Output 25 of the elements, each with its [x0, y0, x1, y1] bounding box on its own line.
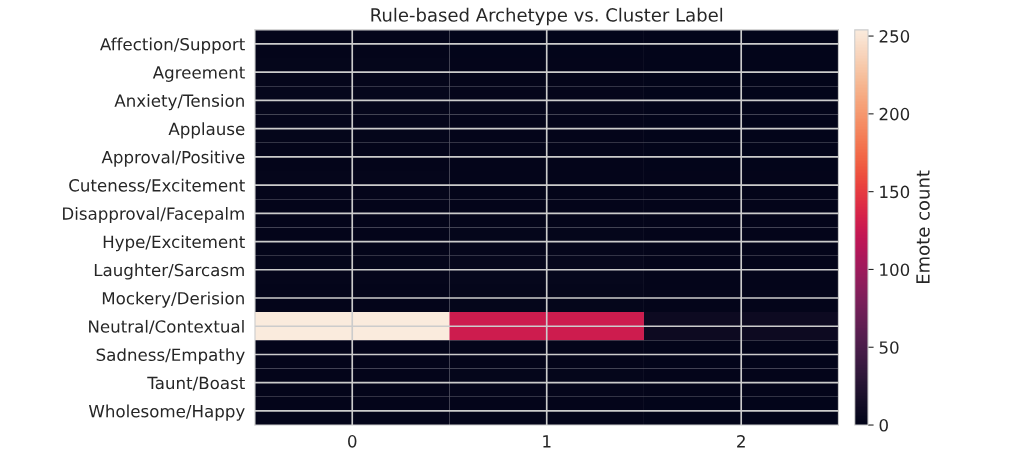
y-tick-label: Neutral/Contextual — [89, 319, 244, 335]
chart-title: Rule-based Archetype vs. Cluster Label — [371, 7, 723, 26]
x-tick-label: 1 — [543, 435, 551, 448]
color-bar-label: 50 — [879, 341, 899, 354]
color-bar-title: Emote count — [916, 170, 930, 284]
y-tick-label: Anxiety/Tension — [114, 94, 244, 111]
x-tick-label: 0 — [348, 435, 357, 448]
y-tick-label: Taunt/Boast — [147, 376, 245, 391]
color-bar-label: 250 — [879, 30, 910, 43]
color-bar-label: 0 — [879, 419, 888, 432]
y-tick-label: Sadness/Empathy — [96, 348, 245, 365]
x-tick-label: 2 — [737, 435, 745, 448]
y-tick-label: Cuteness/Excitement — [69, 178, 245, 193]
color-bar-label: 200 — [879, 107, 910, 121]
y-tick-label: Disapproval/Facepalm — [63, 206, 244, 224]
y-tick-label: Mockery/Derision — [102, 291, 244, 308]
y-tick-label: Agreement — [152, 66, 245, 82]
y-tick-label: Hype/Excitement — [103, 235, 245, 252]
color-bar-label: 150 — [880, 185, 910, 199]
y-tick-label: Wholesome/Happy — [88, 404, 245, 421]
color-bar-label: 100 — [880, 263, 910, 277]
y-tick-label: Laughter/Sarcasm — [94, 263, 244, 280]
y-tick-label: Applause — [168, 122, 245, 139]
y-tick-label: Approval/Positive — [101, 150, 245, 167]
y-tick-label: Affection/Support — [100, 37, 245, 54]
